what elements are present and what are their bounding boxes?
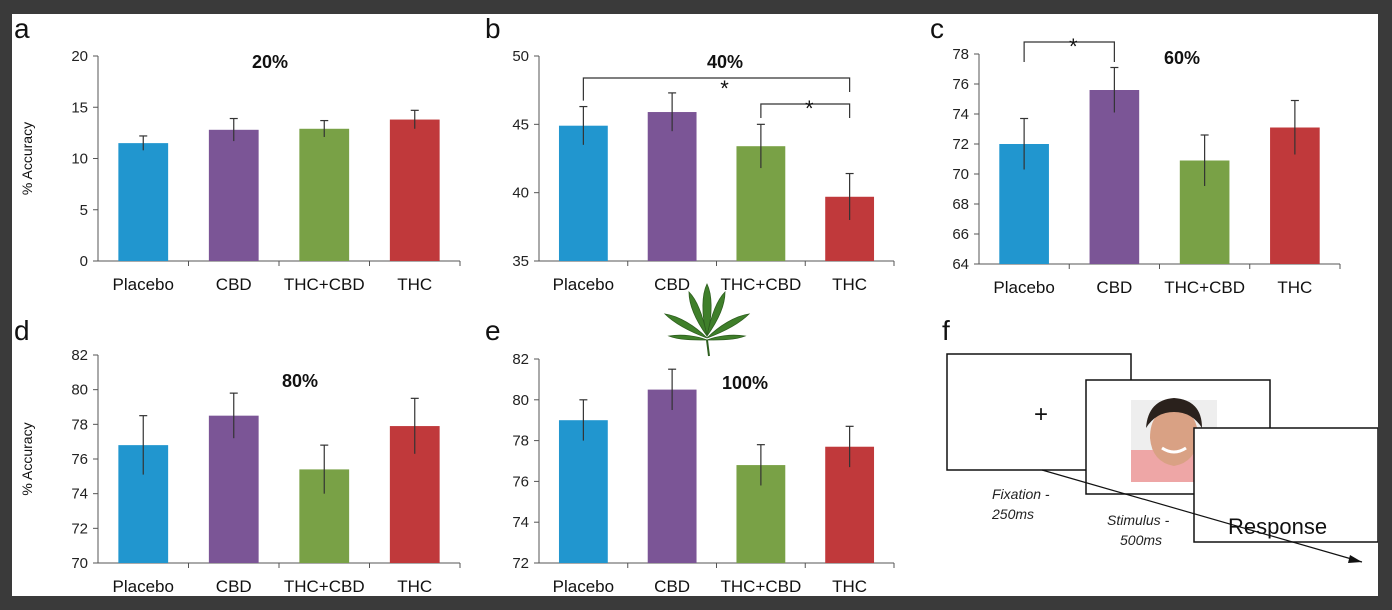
y-tick-label: 66 — [952, 226, 969, 243]
y-tick-label: 10 — [71, 151, 88, 168]
chart-panel-a: 0 5 10 15 20 % Accuracy Placebo CBD THC+CBD THC 20… — [19, 48, 461, 294]
stimulus-label-1: Stimulus - — [1107, 512, 1170, 528]
panel-title-b: 40% — [707, 52, 743, 72]
category-label: THC+CBD — [720, 577, 801, 596]
panel-letter-d: d — [14, 315, 30, 346]
y-tick-label: 5 — [80, 202, 88, 219]
y-tick-label: 35 — [512, 253, 529, 270]
y-axis-label: % Accuracy — [19, 122, 35, 195]
y-tick-label: 76 — [71, 451, 88, 468]
bar-cbd — [208, 129, 259, 261]
category-label: CBD — [654, 577, 690, 596]
y-tick-label: 78 — [952, 46, 969, 63]
cannabis-leaf-icon — [663, 283, 751, 357]
bar-placebo — [558, 420, 608, 563]
significance-star: * — [1069, 34, 1078, 59]
y-tick-label: 50 — [512, 48, 529, 65]
category-label: THC — [397, 275, 432, 294]
panel-title-d: 80% — [282, 371, 318, 391]
figure-frame: a b c d e f 0 5 10 15 20 % Accuracy Placebo CBD… — [12, 13, 1379, 596]
y-tick-label: 64 — [952, 256, 969, 273]
y-tick-label: 72 — [952, 136, 969, 153]
category-label: CBD — [216, 275, 252, 294]
significance-star: * — [720, 76, 729, 101]
bar-placebo — [558, 125, 608, 261]
y-tick-label: 80 — [71, 382, 88, 399]
panel-letter-b: b — [485, 14, 501, 44]
category-label: THC — [397, 577, 432, 596]
y-tick-label: 78 — [512, 433, 529, 450]
bar-cbd — [647, 112, 697, 262]
y-tick-label: 74 — [512, 514, 529, 531]
bar-thc-cbd — [299, 128, 350, 261]
bar-cbd — [647, 389, 697, 563]
y-tick-label: 82 — [512, 351, 529, 368]
significance-bracket — [1023, 41, 1115, 62]
y-tick-label: 80 — [512, 392, 529, 409]
fixation-cross: + — [1034, 401, 1048, 428]
time-arrow-head — [1348, 555, 1362, 563]
response-label: Response — [1228, 514, 1327, 539]
category-label: CBD — [216, 577, 252, 596]
y-tick-label: 70 — [71, 555, 88, 572]
y-tick-label: 0 — [80, 253, 88, 270]
figure-canvas: a b c d e f 0 5 10 15 20 % Accuracy Placebo CBD… — [14, 13, 1379, 596]
bar-cbd — [1089, 90, 1140, 264]
y-tick-label: 40 — [512, 185, 529, 202]
significance-star: * — [805, 96, 814, 121]
y-tick-label: 72 — [71, 520, 88, 537]
y-tick-label: 20 — [71, 48, 88, 65]
significance-bracket — [760, 103, 851, 118]
y-tick-label: 82 — [71, 347, 88, 364]
task-sequence-panel: + Response Fixation - 250ms Stimulus - 5… — [946, 353, 1379, 563]
category-label: THC+CBD — [1164, 278, 1245, 297]
chart-panel-d: 70 72 74 76 78 80 82 % Accuracy Placebo CBD THC+CB… — [19, 347, 461, 596]
category-label: Placebo — [553, 275, 614, 294]
significance-bracket — [582, 77, 851, 101]
chart-panel-b: 35 40 45 50 Placebo CBD THC+CBD THC 40% * * — [512, 48, 895, 294]
category-label: Placebo — [113, 275, 174, 294]
y-tick-label: 76 — [512, 473, 529, 490]
panel-title-a: 20% — [252, 52, 288, 72]
category-label: Placebo — [113, 577, 174, 596]
chart-panel-e: 72 74 76 78 80 82 Placebo CBD THC+CBD THC 100% — [512, 351, 895, 596]
category-label: THC+CBD — [284, 577, 365, 596]
category-label: THC+CBD — [284, 275, 365, 294]
time-arrow — [1041, 469, 1363, 563]
bar-thc — [389, 119, 440, 261]
y-tick-label: 76 — [952, 76, 969, 93]
fixation-label-2: 250ms — [991, 506, 1034, 522]
category-label: Placebo — [553, 577, 614, 596]
y-tick-label: 72 — [512, 555, 529, 572]
category-label: THC — [1277, 278, 1312, 297]
panel-title-e: 100% — [722, 373, 768, 393]
y-tick-label: 74 — [71, 486, 88, 503]
y-tick-label: 68 — [952, 196, 969, 213]
category-label: THC+CBD — [720, 275, 801, 294]
y-axis-label: % Accuracy — [19, 422, 35, 495]
chart-panel-c: 64 66 68 70 72 74 76 78 Placebo CBD THC+CBD THC 60% * — [952, 34, 1341, 297]
y-tick-label: 74 — [952, 106, 969, 123]
y-tick-label: 78 — [71, 416, 88, 433]
panel-letter-f: f — [942, 315, 950, 346]
panel-letter-c: c — [930, 14, 944, 44]
panel-letter-e: e — [485, 315, 501, 346]
bar-cbd — [208, 415, 259, 563]
bar-placebo — [118, 143, 169, 261]
panel-letter-a: a — [14, 14, 30, 44]
category-label: CBD — [1096, 278, 1132, 297]
category-label: CBD — [654, 275, 690, 294]
fixation-label-1: Fixation - — [992, 486, 1050, 502]
y-tick-label: 70 — [952, 166, 969, 183]
y-tick-label: 15 — [71, 99, 88, 116]
panel-title-c: 60% — [1164, 48, 1200, 68]
category-label: THC — [832, 577, 867, 596]
category-label: Placebo — [993, 278, 1054, 297]
category-label: THC — [832, 275, 867, 294]
stimulus-label-2: 500ms — [1120, 532, 1162, 548]
y-tick-label: 45 — [512, 116, 529, 133]
